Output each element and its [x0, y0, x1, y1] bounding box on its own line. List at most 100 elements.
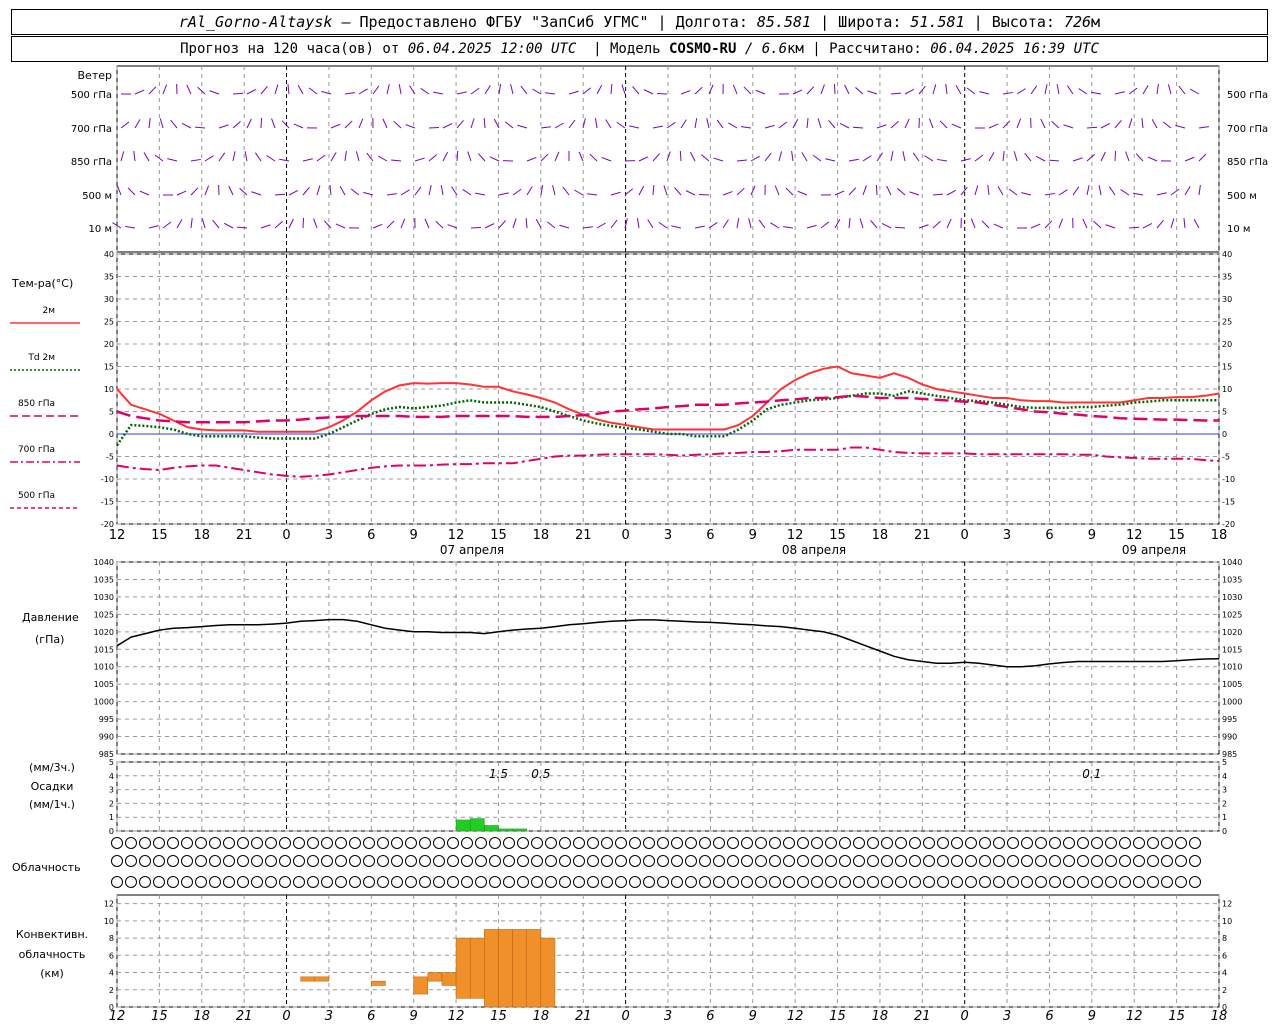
wind-barb: [652, 153, 661, 162]
cloud-cover-circle: [839, 855, 851, 867]
temp-hour-label: 21: [914, 528, 931, 543]
pressure-tick-right: 1035: [1222, 575, 1242, 584]
wind-barb: [239, 187, 248, 196]
cloud-cover-circle: [503, 837, 515, 849]
precip-bar: [512, 828, 527, 832]
wind-barb: [1066, 85, 1074, 95]
precip-tick-right: 3: [1222, 786, 1227, 795]
pressure-tick-right: 1010: [1222, 663, 1242, 672]
temp-hour-label: 21: [575, 528, 592, 543]
wind-barb: [848, 158, 859, 162]
temp-hour-label: 9: [749, 528, 757, 543]
wind-barb: [358, 88, 368, 95]
wind-barb: [232, 151, 236, 162]
wind-barb: [477, 153, 486, 162]
conv-hour-label: 15: [151, 1009, 168, 1024]
wind-barb: [946, 189, 957, 196]
cloud-cover-circle: [1049, 855, 1061, 867]
pressure-tick-left: 985: [99, 750, 114, 759]
wind-barb: [260, 224, 271, 229]
precip-label-3: (мм/1ч.): [29, 798, 75, 811]
wind-barb: [716, 119, 724, 129]
wind-barb: [629, 125, 640, 129]
wind-barb: [512, 218, 517, 229]
wind-barb: [293, 123, 304, 129]
temp-hour-label: 9: [1088, 528, 1096, 543]
wind-barb: [624, 218, 628, 229]
cloud-cover-circle: [797, 837, 809, 849]
wind-barb: [876, 124, 887, 129]
wind-barb: [223, 222, 234, 229]
cloud-cover-circle: [685, 855, 697, 867]
cloud-cover-circle: [1189, 855, 1201, 867]
cloud-cover-circle: [279, 855, 291, 867]
cloud-cover-circle: [699, 837, 711, 849]
cloud-cover-circle: [209, 876, 221, 888]
header-line-1: rAl_Gorno-Altaysk — Предоставлено ФГБУ "…: [11, 9, 1268, 35]
wind-barb: [302, 158, 313, 162]
wind-barb: [197, 86, 206, 95]
wind-barb: [783, 226, 794, 229]
cloud-cover-circle: [573, 855, 585, 867]
cloud-cover-circle: [867, 876, 879, 888]
wind-barb: [554, 151, 560, 162]
date-label: 09 апреля: [1122, 543, 1186, 557]
temp-tick-left: 25: [104, 318, 114, 327]
cloud-cover-circle: [1133, 876, 1145, 888]
wind-barb: [722, 219, 729, 229]
wind-barb: [594, 118, 598, 129]
cloud-cover-circle: [643, 876, 655, 888]
cloud-cover-circle: [489, 837, 501, 849]
wind-barb: [489, 156, 500, 162]
cloud-cover-circle: [181, 876, 193, 888]
wind-barb: [442, 151, 448, 162]
cloud-cover-circle: [237, 837, 249, 849]
wind-barb: [568, 119, 576, 129]
wind-barb: [750, 185, 756, 196]
wind-barb: [758, 219, 766, 229]
wind-barb: [484, 85, 491, 95]
wind-barb: [974, 185, 979, 196]
wind-barb: [596, 84, 603, 95]
wind-barb: [456, 91, 467, 95]
station-name: rAl_Gorno-Altaysk: [178, 13, 333, 31]
wind-level-label-left: 850 гПа: [71, 157, 112, 168]
wind-barb: [520, 85, 528, 95]
cloud-cover-circle: [867, 837, 879, 849]
cloud-cover-circle: [615, 855, 627, 867]
cloud-cover-circle: [111, 855, 123, 867]
temp-hour-label: 15: [490, 528, 507, 543]
wind-barb: [470, 118, 475, 129]
cloud-cover-circle: [1091, 876, 1103, 888]
wind-barb: [993, 223, 1004, 229]
pressure-tick-right: 1040: [1222, 558, 1242, 567]
cloud-cover-circle: [349, 837, 361, 849]
wind-barb: [451, 186, 458, 196]
pressure-unit: (гПа): [35, 633, 64, 646]
wind-barb: [848, 187, 857, 196]
cloud-cover-circle: [853, 876, 865, 888]
wind-barb: [302, 187, 310, 196]
wind-barb: [833, 83, 836, 95]
wind-barb: [875, 184, 878, 196]
cloud-cover-circle: [727, 855, 739, 867]
temp-hour-label: 12: [787, 528, 804, 543]
wind-barb: [559, 224, 570, 229]
cloud-cover-circle: [741, 837, 753, 849]
cloud-cover-circle: [293, 855, 305, 867]
wind-barb: [610, 219, 618, 229]
conv-tick-right: 10: [1222, 917, 1232, 926]
cloud-cover-circle: [909, 876, 921, 888]
pressure-tick-left: 1000: [94, 698, 114, 707]
cloud-cover-circle: [265, 837, 277, 849]
cloud-cover-circle: [531, 837, 543, 849]
wind-barb: [391, 159, 402, 162]
wind-barb: [1086, 154, 1095, 162]
temp-legend-label: 2м: [42, 306, 55, 316]
wind-barb: [932, 193, 944, 196]
wind-barb: [1044, 84, 1048, 95]
cloud-cover-circle: [1021, 876, 1033, 888]
wind-barb: [139, 190, 150, 196]
wind-barb: [797, 190, 808, 196]
wind-barb: [778, 121, 788, 129]
